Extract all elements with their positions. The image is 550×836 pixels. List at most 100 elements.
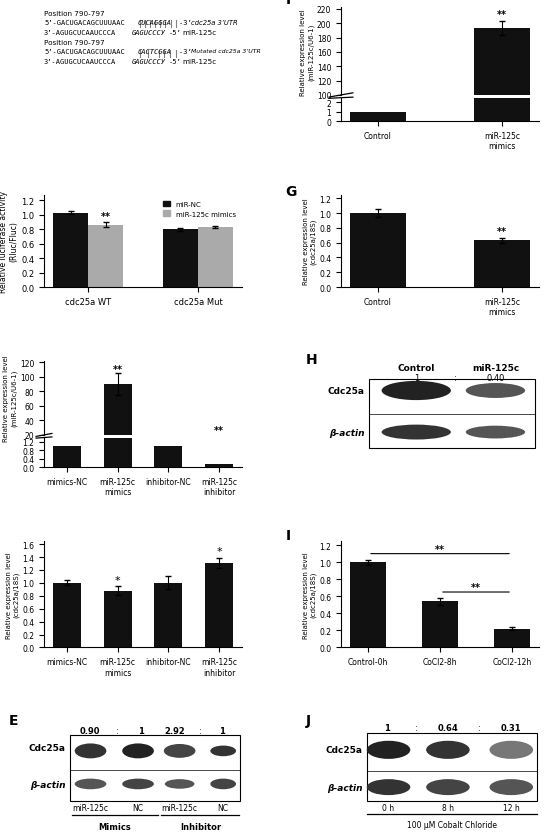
Text: Control: Control [398,364,435,372]
Text: -3’: -3’ [179,20,204,26]
Text: :: : [116,726,119,736]
Bar [53,213,88,288]
Ellipse shape [466,384,525,399]
Text: NC: NC [218,803,229,812]
Ellipse shape [367,741,410,759]
Text: *: * [115,575,120,585]
Bar [367,733,537,801]
Text: miR-125c: miR-125c [472,364,519,372]
Text: 8 h: 8 h [442,803,454,812]
Text: :: : [454,374,457,383]
Bar [494,629,530,648]
Bar [163,230,198,288]
Text: 100 μM Cobalt Chloride: 100 μM Cobalt Chloride [407,820,497,829]
Bar [350,113,406,122]
Text: G: G [285,185,297,198]
Bar [53,446,81,467]
Text: Mutated cdc25a 3’UTR: Mutated cdc25a 3’UTR [190,49,260,54]
Text: 0.90: 0.90 [79,726,100,736]
Text: I: I [285,528,291,543]
Text: miR-125c: miR-125c [162,803,197,812]
Text: Position 790-797: Position 790-797 [44,40,104,46]
Text: 5’-GACUGACAGCUUUAAC: 5’-GACUGACAGCUUUAAC [44,49,125,55]
Text: 5’-GACUGACAGCUUUAAC: 5’-GACUGACAGCUUUAAC [44,20,125,26]
Ellipse shape [490,741,533,759]
Ellipse shape [75,778,106,789]
Text: **: ** [497,10,507,20]
Ellipse shape [164,744,195,758]
Bar [155,446,182,467]
Text: 1: 1 [414,374,419,383]
Text: miR-125c: miR-125c [183,30,217,36]
Text: miR-125c: miR-125c [73,803,108,812]
Text: β-actin: β-actin [30,781,66,789]
Ellipse shape [122,743,154,758]
Bar [88,226,123,288]
Bar [53,584,81,648]
Text: **: ** [113,364,123,375]
Text: J: J [305,712,311,726]
Text: **: ** [435,544,445,554]
Text: E: E [8,712,18,726]
Text: GAGUCCCУ: GAGUCCCУ [132,30,166,36]
Bar [104,385,131,450]
Bar [104,0,131,467]
Text: Cdc25a: Cdc25a [29,743,66,752]
Text: F: F [285,0,295,7]
Y-axis label: Relative expression level
(miR-125c/U6-1): Relative expression level (miR-125c/U6-1… [300,8,314,95]
Y-axis label: Relative luciferase activity
(Rluc/Fluc): Relative luciferase activity (Rluc/Fluc) [0,191,18,293]
Bar [350,214,406,288]
Ellipse shape [210,778,236,789]
Ellipse shape [382,425,451,440]
Text: -5’: -5’ [169,59,182,65]
Text: **: ** [471,583,481,593]
Ellipse shape [490,779,533,795]
Text: **: ** [214,426,224,436]
Bar [70,735,240,801]
Text: :: : [199,726,202,736]
Text: *: * [216,547,222,557]
Y-axis label: Relative expression level
(cdc25a/18S): Relative expression level (cdc25a/18S) [303,198,316,285]
Y-axis label: Relative expression level
(cdc25a/18S): Relative expression level (cdc25a/18S) [303,551,316,638]
Text: **: ** [101,212,111,222]
Bar [104,591,131,648]
Bar [368,380,535,449]
Text: :: : [478,723,481,732]
Text: Mimics: Mimics [98,823,131,831]
Text: 0.31: 0.31 [501,723,521,732]
Text: GAGUCCCУ: GAGUCCCУ [132,59,166,65]
Ellipse shape [210,746,236,757]
Text: 0.40: 0.40 [486,374,505,383]
Text: 1: 1 [138,726,144,736]
Text: cdc25a 3’UTR: cdc25a 3’UTR [190,20,237,26]
Text: CUCAGGGA: CUCAGGGA [138,20,172,26]
Text: 1: 1 [219,726,225,736]
Text: NC: NC [133,803,144,812]
Text: 2.92: 2.92 [164,726,185,736]
Text: β-actin: β-actin [329,428,365,437]
Bar [350,563,386,648]
Ellipse shape [426,779,470,795]
Ellipse shape [122,778,154,789]
Ellipse shape [367,779,410,795]
Text: H: H [305,353,317,367]
Text: Inhibitor: Inhibitor [180,823,221,831]
Legend: miR-NC, miR-125c mimics: miR-NC, miR-125c mimics [161,199,239,220]
Ellipse shape [165,779,195,789]
Bar [155,584,182,648]
Text: Cdc25a: Cdc25a [326,746,363,754]
Ellipse shape [466,426,525,439]
Bar [198,227,233,288]
Text: :: : [415,723,417,732]
Y-axis label: Relative expression level
(miR-125c/U6-1): Relative expression level (miR-125c/U6-1… [3,355,17,441]
Text: **: ** [497,227,507,237]
Bar [205,465,233,467]
Y-axis label: Relative expression level
(cdc25a/18S): Relative expression level (cdc25a/18S) [6,551,19,638]
Text: 0.64: 0.64 [438,723,458,732]
Bar [205,563,233,648]
Bar [474,29,530,167]
Bar [474,242,530,288]
Text: CACTCGGA: CACTCGGA [138,49,172,55]
Text: β-actin: β-actin [327,782,363,792]
Text: 0 h: 0 h [382,803,394,812]
